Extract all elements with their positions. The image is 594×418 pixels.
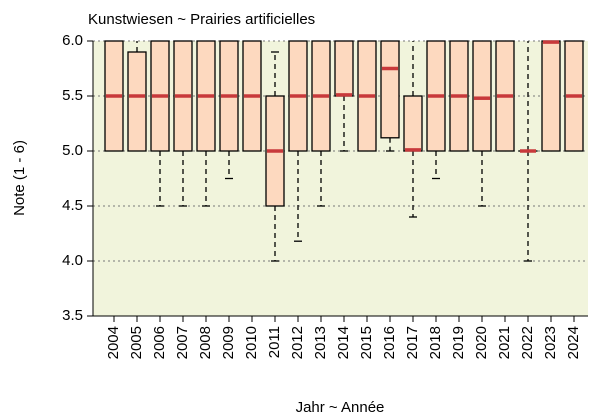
- x-tick-label: 2017: [404, 326, 421, 359]
- x-tick-label: 2009: [220, 326, 237, 359]
- x-tick-label: 2012: [289, 326, 306, 359]
- x-tick-label: 2007: [174, 326, 191, 359]
- y-tick-label: 4.0: [62, 252, 83, 269]
- x-tick-label: 2019: [450, 326, 467, 359]
- box: [472, 40, 492, 152]
- x-tick-label: 2015: [358, 326, 375, 359]
- x-tick-label: 2023: [542, 326, 559, 359]
- x-tick-label: 2005: [128, 326, 145, 359]
- x-tick-label: 2022: [519, 326, 536, 359]
- box: [127, 51, 147, 152]
- x-tick-label: 2014: [335, 326, 352, 359]
- x-tick-label: 2004: [105, 326, 122, 359]
- y-tick-label: 4.5: [62, 197, 83, 214]
- x-tick-label: 2024: [565, 326, 582, 359]
- box: [403, 95, 423, 152]
- chart-title: Kunstwiesen ~ Prairies artificielles: [88, 11, 315, 28]
- y-tick-label: 6.0: [62, 32, 83, 49]
- y-tick-label: 5.5: [62, 87, 83, 104]
- x-tick-label: 2013: [312, 326, 329, 359]
- y-axis-label: Note (1 - 6): [11, 140, 28, 216]
- x-tick-label: 2021: [496, 326, 513, 359]
- y-tick-label: 3.5: [62, 307, 83, 324]
- x-tick-label: 2020: [473, 326, 490, 359]
- box: [541, 40, 561, 152]
- x-tick-label: 2011: [266, 326, 283, 358]
- y-tick-label: 5.0: [62, 142, 83, 159]
- x-tick-label: 2008: [197, 326, 214, 359]
- box: [334, 40, 354, 97]
- x-tick-label: 2018: [427, 326, 444, 359]
- x-tick-label: 2010: [243, 326, 260, 359]
- x-tick-label: 2016: [381, 326, 398, 359]
- x-axis-label: Jahr ~ Année: [296, 399, 385, 416]
- x-tick-label: 2006: [151, 326, 168, 359]
- box: [380, 40, 400, 139]
